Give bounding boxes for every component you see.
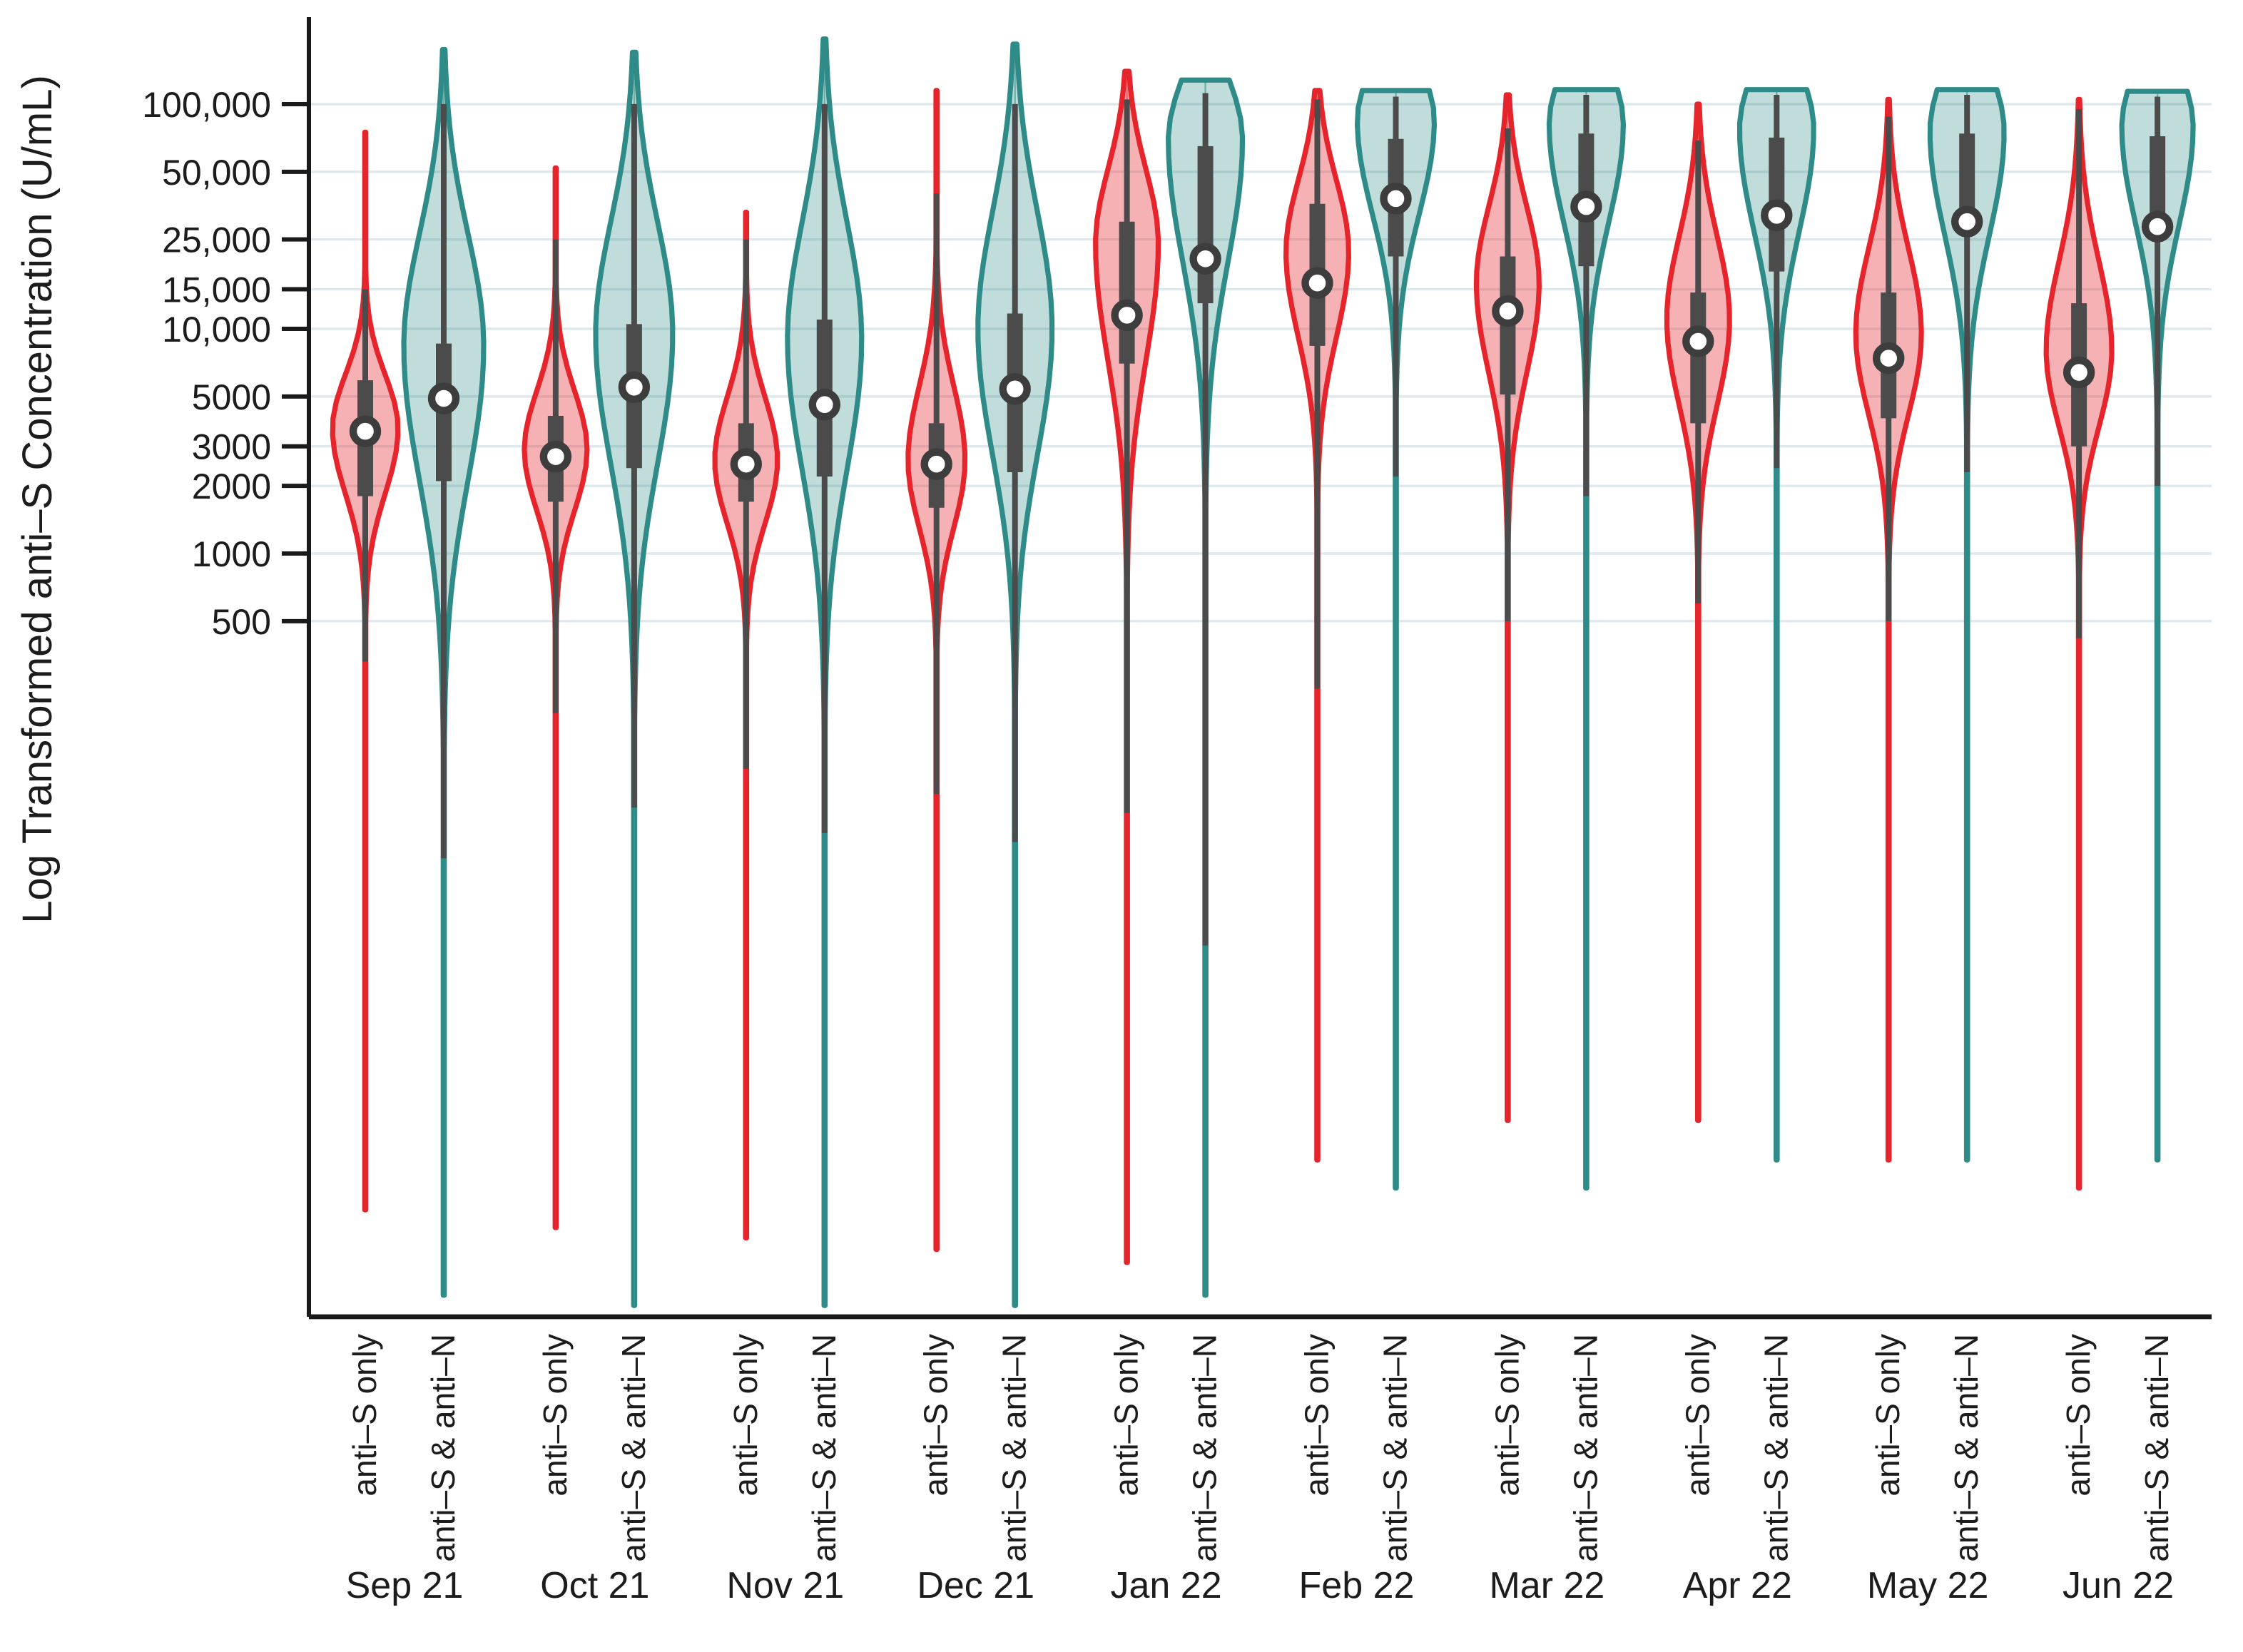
violin-density [330, 129, 401, 1213]
x-group-label-anti-s-only: anti–S only [1679, 1334, 1716, 1497]
violin-anti-s-anti-n-jun-22 [2119, 88, 2196, 1163]
violin-anti-s-only-dec-21 [905, 88, 968, 1253]
x-month-label: Oct 21 [540, 1565, 649, 1606]
x-group-label-anti-s-only: anti–S only [536, 1334, 574, 1497]
violin-anti-s-anti-n-dec-21 [975, 41, 1055, 1308]
median-marker [1872, 342, 1905, 374]
x-group-label-anti-s-only: anti–S only [1298, 1334, 1336, 1497]
violin-density [1736, 87, 1816, 1163]
violin-anti-s-anti-n-nov-21 [785, 36, 865, 1308]
x-month-label: Jan 22 [1111, 1565, 1222, 1606]
x-month-label: Feb 22 [1299, 1565, 1415, 1606]
x-month-labels: Sep 21 Oct 21 Nov 21 Dec 21 Jan 22 Feb 22 Mar … [346, 1565, 2175, 1606]
median-marker [1570, 190, 1602, 223]
x-month-label: Nov 21 [726, 1565, 844, 1606]
violin-density [1546, 87, 1626, 1191]
y-tick-label: 1000 [192, 534, 271, 574]
violin-density [2043, 96, 2115, 1191]
x-month-label: Apr 22 [1683, 1565, 1792, 1606]
violin-anti-s-only-jan-22 [1093, 68, 1161, 1265]
median-marker [999, 373, 1031, 405]
x-group-label-anti-s-only: anti–S only [2060, 1334, 2097, 1497]
violin-anti-s-anti-n-may-22 [1927, 87, 2007, 1163]
violin-anti-s-anti-n-oct-21 [593, 49, 676, 1308]
violin-anti-s-anti-n-apr-22 [1736, 87, 1816, 1163]
x-group-label-anti-s-only: anti–S only [917, 1334, 955, 1497]
violin-anti-s-only-jun-22 [2043, 96, 2115, 1191]
median-marker [427, 382, 460, 414]
median-marker [539, 440, 572, 473]
x-group-label-anti-s-anti-n: anti–S & anti–N [1567, 1334, 1604, 1562]
y-tick-label: 15,000 [162, 270, 271, 310]
median-marker [1111, 299, 1143, 332]
median-marker [1301, 267, 1333, 299]
y-tick-label: 3000 [192, 427, 271, 467]
median-marker [2063, 356, 2095, 389]
median-marker [808, 389, 841, 421]
x-group-label-anti-s-anti-n: anti–S & anti–N [996, 1334, 1033, 1562]
y-tick-label: 100,000 [142, 85, 271, 125]
x-group-label-anti-s-anti-n: anti–S & anti–N [2138, 1334, 2175, 1562]
violin-anti-s-only-mar-22 [1473, 92, 1542, 1123]
x-group-label-anti-s-anti-n: anti–S & anti–N [1377, 1334, 1414, 1562]
violin-density [1853, 96, 1924, 1163]
x-group-label-anti-s-anti-n: anti–S & anti–N [1757, 1334, 1794, 1562]
violin-density [2119, 88, 2196, 1163]
x-month-label: Mar 22 [1489, 1565, 1604, 1606]
median-marker [618, 371, 651, 403]
x-group-label-anti-s-only: anti–S only [727, 1334, 764, 1497]
x-group-label-anti-s-only: anti–S only [346, 1334, 383, 1497]
y-tick-label: 10,000 [162, 310, 271, 350]
violin-anti-s-anti-n-jan-22 [1166, 77, 1246, 1298]
median-marker [1189, 243, 1221, 275]
median-marker [920, 448, 952, 480]
x-group-label-anti-s-only: anti–S only [1488, 1334, 1525, 1497]
y-tick-label: 2000 [192, 466, 271, 506]
x-month-label: Dec 21 [917, 1565, 1034, 1606]
violin-anti-s-only-feb-22 [1283, 88, 1351, 1163]
x-axis-labels: anti–S only anti–S & anti–N anti–S only ant… [346, 1334, 2175, 1562]
y-tick-label: 50,000 [162, 153, 271, 193]
violin-anti-s-only-oct-21 [522, 165, 590, 1230]
median-marker [1950, 205, 1983, 238]
x-group-label-anti-s-only: anti–S only [1108, 1334, 1145, 1497]
x-group-label-anti-s-anti-n: anti–S & anti–N [805, 1334, 843, 1562]
median-marker [730, 448, 763, 480]
x-month-label: May 22 [1867, 1565, 1989, 1606]
median-marker [349, 415, 382, 447]
violin-anti-s-only-sep-21 [330, 129, 401, 1213]
violin-anti-s-anti-n-sep-21 [401, 46, 487, 1298]
x-month-label: Jun 22 [2063, 1565, 2174, 1606]
violin-anti-s-anti-n-feb-22 [1354, 88, 1438, 1191]
median-marker [1380, 183, 1412, 215]
y-tick-label: 500 [212, 602, 271, 642]
x-group-label-anti-s-anti-n: anti–S & anti–N [615, 1334, 652, 1562]
violin-density [1927, 87, 2007, 1163]
median-marker [1682, 325, 1714, 357]
axes [307, 17, 2212, 1320]
violin-anti-s-only-nov-21 [712, 210, 780, 1241]
y-axis-title: Log Transformed anti–S Concentration (U/… [14, 75, 61, 924]
y-tick-label: 25,000 [162, 220, 271, 260]
median-marker [1761, 199, 1793, 232]
median-marker [1492, 295, 1524, 327]
violin-density [1354, 88, 1438, 1191]
violin-anti-s-only-may-22 [1853, 96, 1924, 1163]
violin-anti-s-only-apr-22 [1664, 101, 1732, 1123]
median-marker [2141, 210, 2174, 243]
violin-density [1664, 101, 1732, 1123]
x-month-label: Sep 21 [346, 1565, 464, 1606]
x-group-label-anti-s-anti-n: anti–S & anti–N [1186, 1334, 1224, 1562]
violins [330, 36, 2196, 1308]
x-group-label-anti-s-anti-n: anti–S & anti–N [1948, 1334, 1985, 1562]
x-group-label-anti-s-anti-n: anti–S & anti–N [424, 1334, 462, 1562]
x-group-label-anti-s-only: anti–S only [1869, 1334, 1906, 1497]
y-tick-label: 5000 [192, 377, 271, 417]
violin-anti-s-anti-n-mar-22 [1546, 87, 1626, 1191]
